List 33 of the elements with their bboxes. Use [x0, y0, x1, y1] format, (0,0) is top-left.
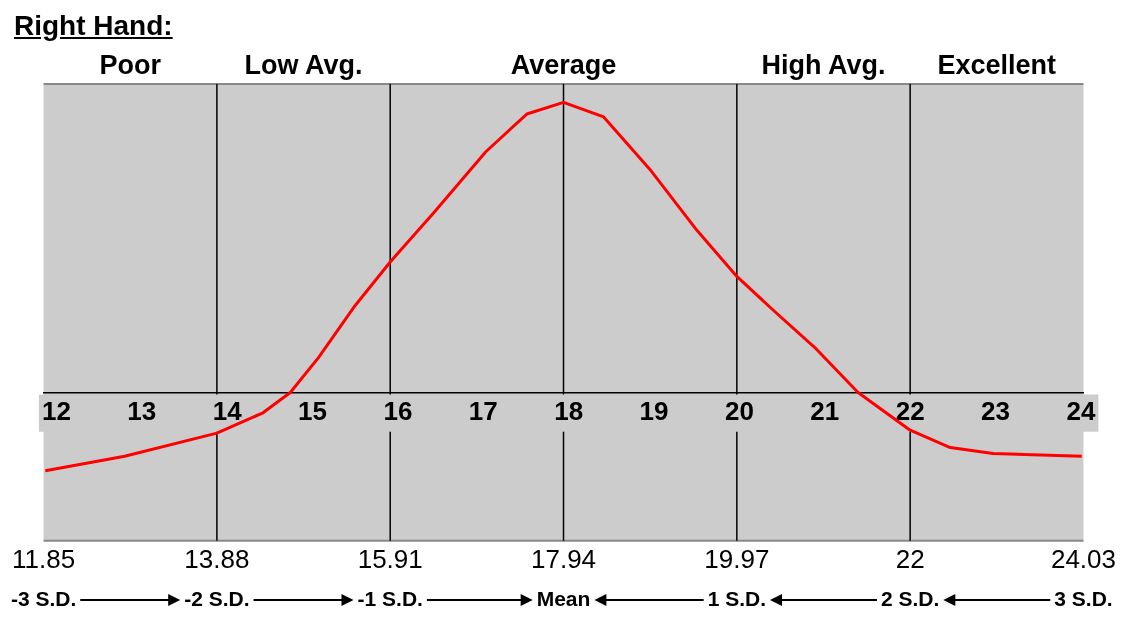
text: -3 S.D. — [10, 586, 77, 610]
ref-line-label: -2 S.D. — [184, 586, 250, 610]
ref-line-label: Mean — [536, 586, 591, 610]
x2-tick-label: 11.85 — [12, 543, 76, 574]
x2-tick-label: 13.88 — [184, 543, 250, 574]
chart-title: Right Hand: — [13, 9, 174, 43]
x-tick-label: 20 — [724, 396, 754, 427]
x-tick-label: 16 — [383, 396, 413, 427]
x-tick-label: 23 — [981, 396, 1010, 427]
band-label: Excellent — [937, 49, 1057, 80]
x-tick-label: 12 — [41, 396, 71, 427]
x-tick-label: 21 — [810, 396, 840, 427]
ref-line-label: 2 S.D. — [880, 586, 940, 610]
band-label: Low Avg. — [244, 49, 363, 80]
band-label: High Avg. — [761, 49, 886, 80]
text: 3 S.D. — [1054, 586, 1113, 610]
x-tick-label: 19 — [639, 396, 669, 427]
x-tick-label: 18 — [554, 396, 584, 427]
x2-tick-label: 19.97 — [704, 543, 770, 574]
x-tick-label: 24 — [1066, 396, 1096, 427]
x2-tick-label: 24.03 — [1050, 543, 1117, 574]
ref-line-label: 1 S.D. — [707, 586, 767, 610]
x-tick-label: 22 — [895, 396, 925, 427]
x2-tick-label: 17.94 — [530, 543, 597, 574]
band-label: Average — [510, 49, 617, 80]
x-tick-label: 13 — [127, 396, 157, 427]
x-tick-label: 15 — [298, 396, 327, 427]
x2-tick-label: 15.91 — [357, 543, 423, 574]
x2-tick-label: 22 — [895, 543, 925, 574]
x-tick-label: 17 — [468, 396, 498, 427]
band-label: Poor — [99, 49, 162, 80]
ref-line-label: -1 S.D. — [357, 586, 423, 610]
x-tick-label: 14 — [212, 396, 243, 427]
